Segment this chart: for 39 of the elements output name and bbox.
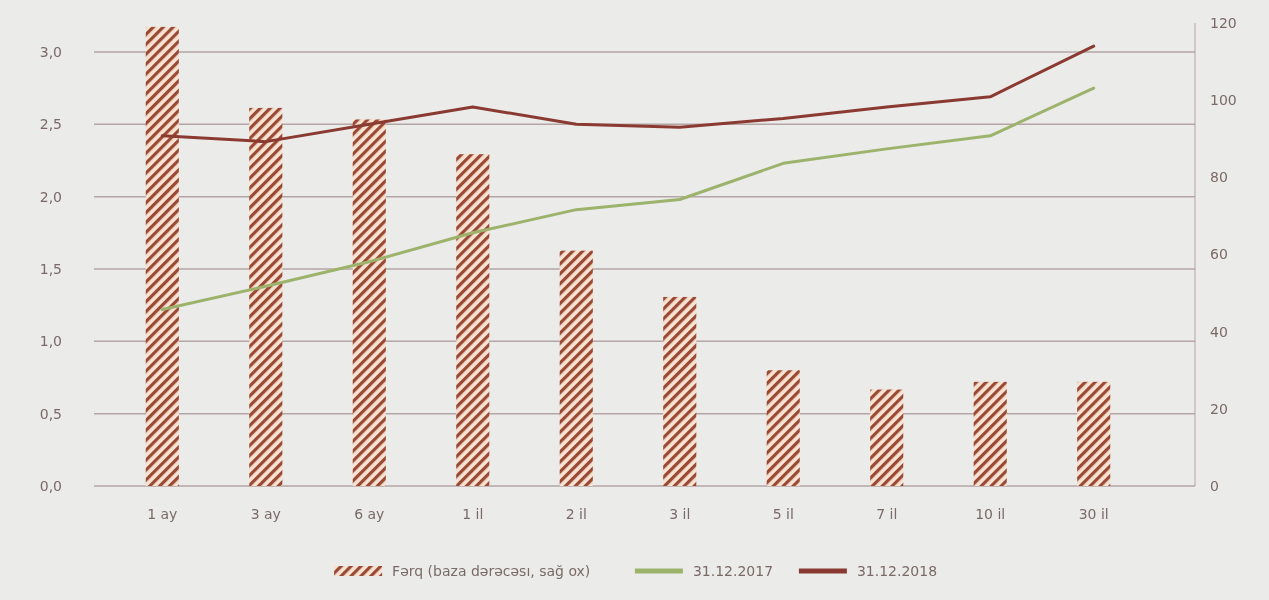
bar	[766, 370, 800, 486]
x-tick-label: 3 il	[669, 506, 691, 522]
y-tick-label: 0,5	[39, 405, 62, 422]
x-tick-label: 6 ay	[354, 506, 385, 522]
y2-tick-label: 80	[1210, 169, 1228, 186]
x-tick-label: 1 ay	[147, 506, 178, 522]
y-tick-label: 0,0	[39, 477, 62, 494]
legend-label: Fərq (baza dərəcəsı, sağ ox)	[392, 562, 591, 579]
y2-tick-label: 120	[1210, 14, 1237, 31]
y-tick-label: 1,5	[39, 260, 62, 277]
bar	[559, 250, 593, 486]
line-series	[160, 86, 1096, 311]
bar	[249, 107, 283, 486]
y2-tick-label: 40	[1210, 323, 1228, 340]
x-tick-label: 7 il	[876, 506, 898, 522]
y-tick-label: 2,5	[39, 116, 62, 133]
bar	[145, 26, 179, 486]
y2-tick-label: 20	[1210, 400, 1228, 417]
bar	[456, 154, 490, 486]
legend-label: 31.12.2017	[692, 562, 774, 579]
y-tick-label: 2,0	[39, 188, 62, 205]
bar	[1077, 381, 1111, 486]
x-tick-label: 3 ay	[250, 506, 281, 522]
y2-tick-label: 0	[1210, 477, 1219, 494]
bar	[352, 119, 386, 486]
x-tick-label: 10 il	[975, 506, 1006, 522]
x-tick-label: 30 il	[1078, 506, 1109, 522]
y2-tick-label: 60	[1210, 246, 1228, 263]
y-tick-label: 3,0	[39, 43, 62, 60]
x-tick-label: 2 il	[565, 506, 587, 522]
x-tick-label: 1 il	[462, 506, 484, 522]
line-series	[160, 44, 1096, 144]
y2-tick-label: 100	[1210, 92, 1237, 109]
bar	[663, 296, 697, 486]
y-tick-label: 1,0	[39, 333, 62, 350]
bar	[973, 381, 1007, 486]
bar	[870, 389, 904, 486]
legend-label: 31.12.2018	[856, 562, 938, 579]
x-tick-label: 5 il	[772, 506, 794, 522]
